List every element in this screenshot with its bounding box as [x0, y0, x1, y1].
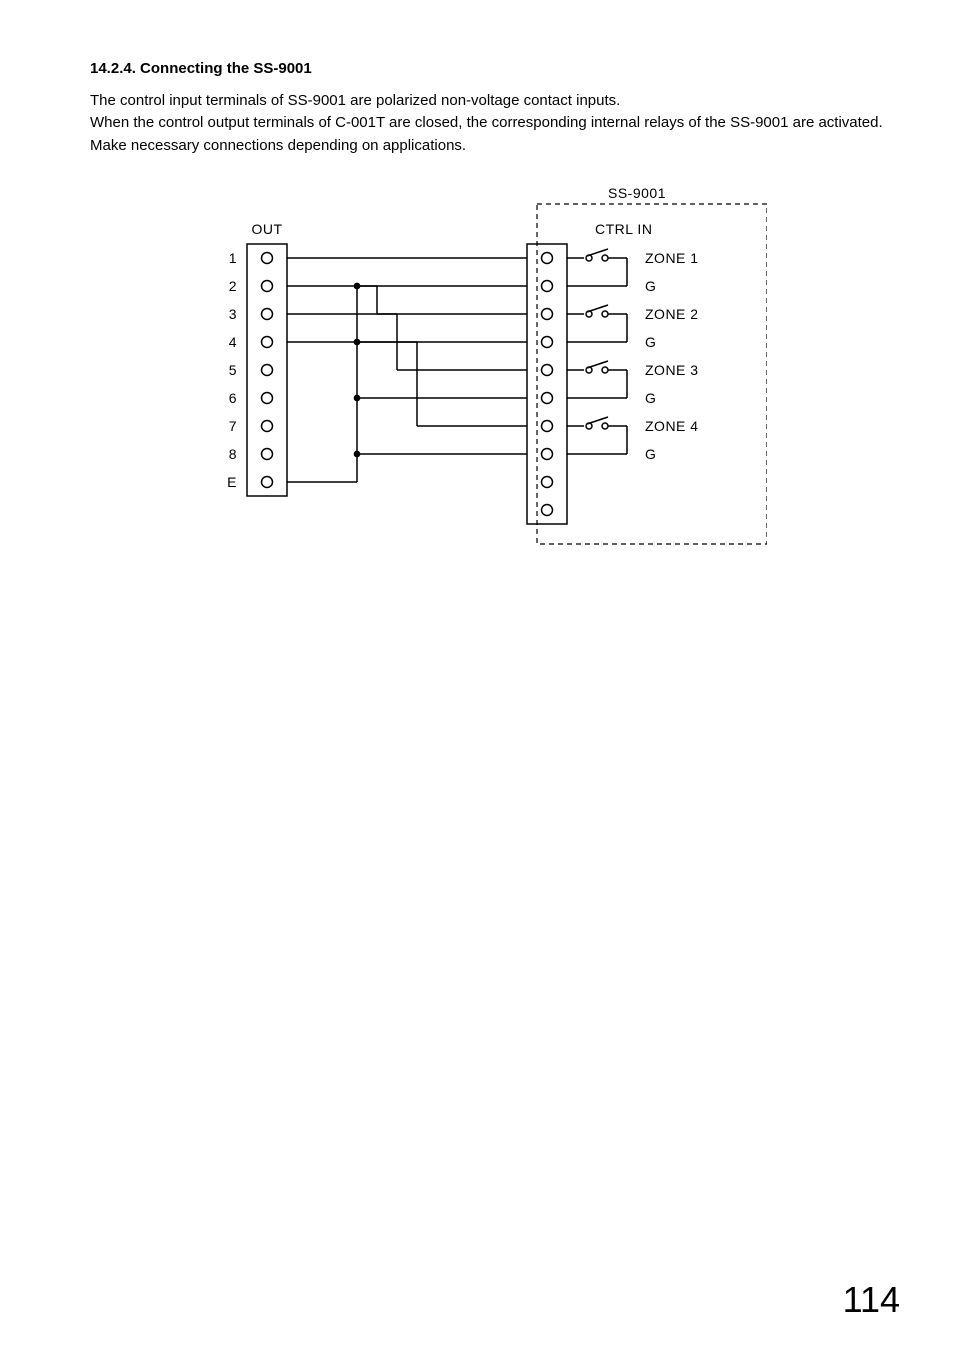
- page-number: 114: [843, 1279, 900, 1321]
- page: 14.2.4. Connecting the SS-9001 The contr…: [0, 0, 954, 1351]
- svg-text:SS-9001: SS-9001: [608, 185, 666, 201]
- svg-text:G: G: [645, 334, 656, 350]
- svg-text:2: 2: [229, 278, 237, 294]
- svg-text:1: 1: [229, 250, 237, 266]
- svg-text:ZONE 2: ZONE 2: [645, 306, 699, 322]
- diagram-container: SS-9001 OUT 1 2 3 4 5 6 7 8 E CTRL IN ZONE 1 G ZONE 2 G…: [90, 184, 884, 564]
- svg-text:G: G: [645, 390, 656, 406]
- svg-text:E: E: [227, 474, 237, 490]
- body-text: The control input terminals of SS-9001 a…: [90, 91, 884, 156]
- svg-text:6: 6: [229, 390, 237, 406]
- svg-text:ZONE 1: ZONE 1: [645, 250, 699, 266]
- paragraph-2: When the control output terminals of C-0…: [90, 113, 884, 133]
- svg-text:4: 4: [229, 334, 237, 350]
- paragraph-3: Make necessary connections depending on …: [90, 136, 884, 156]
- svg-text:CTRL IN: CTRL IN: [595, 221, 652, 237]
- svg-text:3: 3: [229, 306, 237, 322]
- svg-text:8: 8: [229, 446, 237, 462]
- paragraph-1: The control input terminals of SS-9001 a…: [90, 91, 884, 111]
- svg-text:ZONE 3: ZONE 3: [645, 362, 699, 378]
- wiring-diagram: SS-9001 OUT 1 2 3 4 5 6 7 8 E CTRL IN ZONE 1 G ZONE 2 G…: [207, 184, 767, 564]
- svg-text:OUT: OUT: [251, 221, 282, 237]
- section-heading: 14.2.4. Connecting the SS-9001: [90, 60, 884, 77]
- svg-text:7: 7: [229, 418, 237, 434]
- svg-text:G: G: [645, 278, 656, 294]
- svg-text:5: 5: [229, 362, 237, 378]
- svg-text:ZONE 4: ZONE 4: [645, 418, 699, 434]
- svg-text:G: G: [645, 446, 656, 462]
